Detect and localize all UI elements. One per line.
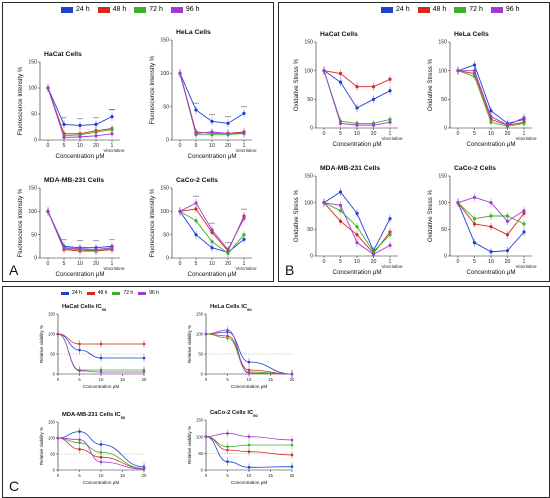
legend-item: 96 h bbox=[490, 6, 520, 13]
legend-label: 48 h bbox=[432, 6, 447, 13]
legend-swatch bbox=[61, 6, 73, 13]
legend-label: 72 h bbox=[123, 290, 134, 296]
panel-c: 24 h 48 h 72 h 96 h C bbox=[2, 286, 550, 498]
legend-swatch bbox=[417, 6, 430, 13]
legend-item: 24 h bbox=[61, 6, 90, 13]
legend-label: 24 h bbox=[396, 6, 410, 13]
legend-item: 96 h bbox=[138, 290, 159, 296]
legend-swatch bbox=[170, 6, 183, 13]
legend-swatch bbox=[134, 6, 147, 13]
panel-letter-c: C bbox=[9, 478, 20, 494]
legend-label: 72 h bbox=[469, 6, 483, 13]
legend-label: 96 h bbox=[505, 6, 520, 13]
legend-label: 96 h bbox=[185, 6, 200, 13]
legend-item: 72 h bbox=[112, 290, 133, 296]
legend-swatch bbox=[86, 291, 95, 295]
panel-b: 24 h 48 h 72 h 96 h B bbox=[278, 2, 550, 282]
legend-item: 48 h bbox=[86, 290, 108, 296]
legend-item: 96 h bbox=[170, 6, 200, 13]
panel-letter-a: A bbox=[9, 262, 19, 278]
legend-swatch bbox=[454, 6, 467, 13]
legend-label: 24 h bbox=[76, 6, 90, 13]
panel-letter-b: B bbox=[285, 262, 295, 278]
panel-a: 24 h 48 h 72 h 96 h A bbox=[2, 2, 274, 282]
legend-label: 48 h bbox=[97, 290, 108, 296]
legend-label: 96 h bbox=[149, 290, 159, 296]
legend-a: 24 h 48 h 72 h 96 h bbox=[61, 6, 200, 13]
legend-item: 48 h bbox=[417, 6, 447, 13]
legend-item: 72 h bbox=[454, 6, 483, 13]
legend-label: 24 h bbox=[72, 290, 82, 296]
legend-item: 24 h bbox=[381, 6, 410, 13]
legend-swatch bbox=[138, 291, 147, 295]
legend-label: 48 h bbox=[112, 6, 127, 13]
legend-swatch bbox=[97, 6, 110, 13]
legend-c: 24 h 48 h 72 h 96 h bbox=[61, 290, 159, 296]
legend-item: 24 h bbox=[61, 290, 82, 296]
legend-swatch bbox=[61, 291, 69, 295]
legend-item: 48 h bbox=[97, 6, 127, 13]
legend-swatch bbox=[490, 6, 503, 13]
legend-swatch bbox=[381, 6, 393, 13]
legend-swatch bbox=[112, 291, 121, 295]
legend-b: 24 h 48 h 72 h 96 h bbox=[381, 6, 520, 13]
legend-label: 72 h bbox=[149, 6, 163, 13]
legend-item: 72 h bbox=[134, 6, 163, 13]
